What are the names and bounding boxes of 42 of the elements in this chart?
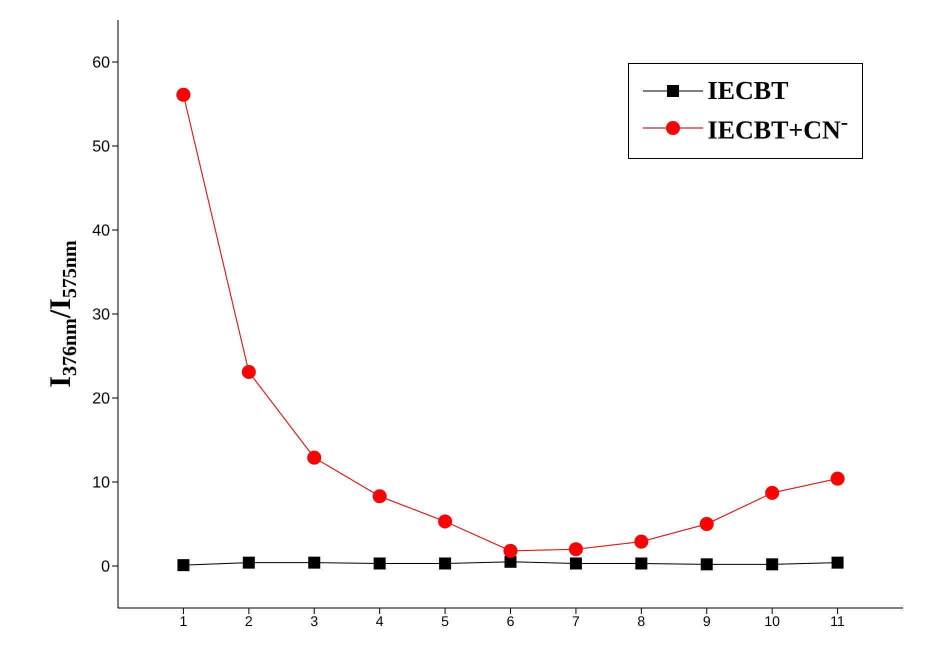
point (634, 534, 648, 549)
x-tick-label: 10 (764, 612, 780, 629)
y-tick-label: 50 (92, 138, 110, 156)
x-tick-label: 2 (244, 612, 253, 629)
y-tick-label: 30 (92, 306, 110, 324)
point (439, 557, 452, 570)
x-tick-label: 5 (441, 612, 450, 629)
point (700, 558, 713, 570)
y-tick-label: 10 (92, 474, 110, 492)
point (635, 557, 648, 570)
point (832, 556, 844, 569)
point (570, 557, 582, 570)
point (307, 450, 322, 465)
x-tick-label: 3 (310, 612, 318, 629)
x-tick-label: 11 (830, 612, 846, 629)
point (242, 364, 256, 379)
point (176, 88, 190, 102)
point (765, 486, 780, 500)
x-tick-label: 1 (180, 612, 188, 629)
point (700, 517, 714, 531)
point (504, 556, 516, 568)
point (242, 556, 255, 569)
x-tick-label: 8 (637, 612, 646, 629)
point (372, 489, 387, 504)
x-tick-label: 4 (376, 612, 384, 629)
legend-label: IECBT+CN$^{-}$ (707, 110, 848, 146)
y-tick-label: 0 (101, 558, 110, 576)
point (568, 542, 583, 556)
point (438, 514, 452, 528)
x-tick-label: 6 (506, 612, 515, 629)
x-tick-label: 9 (702, 612, 711, 629)
point (374, 557, 386, 570)
y-tick-label: 20 (92, 390, 110, 408)
point (308, 556, 320, 569)
point (766, 558, 778, 570)
point (177, 559, 190, 572)
y-tick-label: 40 (92, 222, 110, 240)
legend-label: IECBT (707, 76, 788, 106)
point (504, 544, 518, 558)
point (830, 472, 845, 486)
x-tick-label: 7 (572, 612, 580, 629)
y-tick-label: 60 (92, 54, 110, 72)
